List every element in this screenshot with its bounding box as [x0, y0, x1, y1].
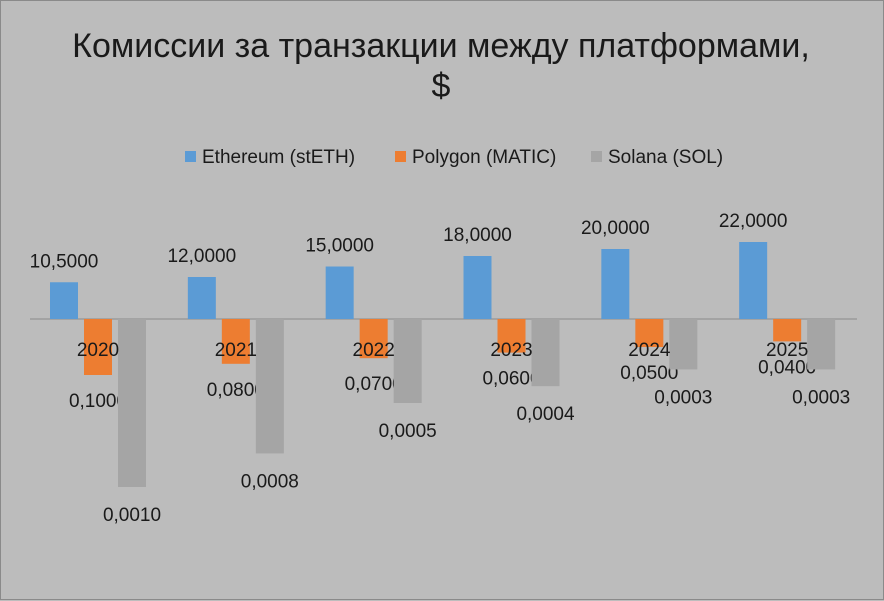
chart-title-line1: Комиссии за транзакции между платформами…: [72, 27, 810, 65]
data-label-1-2021: 0,0800: [207, 380, 265, 401]
bar-2-2020: [118, 319, 146, 487]
bar-1-2020: [84, 319, 112, 375]
plot-area: 10,5000 0,1000 0,0010 2020 12,0000 0,0800 0,00…: [30, 211, 857, 526]
legend-swatch-2: [591, 151, 602, 162]
legend: Ethereum (stETH) Polygon (MATIC) Solana (S…: [185, 147, 723, 168]
data-label-2-2020: 0,0010: [103, 505, 161, 526]
chart-title-line2: $: [432, 67, 451, 105]
data-label-0-2025: 22,0000: [719, 211, 788, 232]
data-label-1-2022: 0,0700: [345, 374, 403, 395]
data-label-2-2024: 0,0003: [654, 387, 712, 408]
bar-0-2021: [187, 277, 216, 319]
bar-1-2022: [359, 319, 388, 359]
legend-label-2: Solana (SOL): [608, 147, 723, 168]
data-label-2-2025: 0,0003: [792, 387, 850, 408]
bar-0-2023: [463, 256, 492, 319]
category-label-2025: 2025: [766, 340, 808, 361]
bar-0-2024: [601, 249, 630, 319]
data-label-2-2023: 0,0004: [516, 404, 575, 425]
bar-0-2025: [739, 242, 768, 319]
bar-2-2025: [807, 319, 836, 370]
bar-2-2023: [531, 319, 560, 387]
data-label-1-2025: 0,0400: [758, 357, 816, 378]
data-label-1-2020: 0,1000: [69, 391, 127, 412]
data-label-0-2023: 18,0000: [443, 225, 512, 246]
bar-2-2022: [393, 319, 422, 403]
data-label-0-2021: 12,0000: [167, 246, 236, 267]
data-label-2-2021: 0,0008: [241, 471, 299, 492]
bar-2-2021: [255, 319, 284, 454]
bar-1-2024: [635, 319, 664, 347]
bar-0-2022: [325, 266, 354, 319]
data-label-0-2024: 20,0000: [581, 218, 650, 239]
category-label-2021: 2021: [215, 340, 257, 361]
legend-swatch-1: [395, 151, 406, 162]
legend-swatch-0: [185, 151, 196, 162]
legend-label-1: Polygon (MATIC): [412, 147, 556, 168]
data-label-0-2020: 10,5000: [30, 251, 99, 272]
category-label-2022: 2022: [353, 340, 395, 361]
bar-0-2020: [50, 282, 78, 319]
bar-1-2021: [221, 319, 250, 364]
data-label-2-2022: 0,0005: [379, 421, 437, 442]
legend-label-0: Ethereum (stETH): [202, 147, 355, 168]
bar-1-2023: [497, 319, 526, 353]
data-label-1-2023: 0,0600: [482, 369, 540, 390]
data-label-0-2022: 15,0000: [305, 236, 374, 257]
category-label-2024: 2024: [628, 340, 671, 361]
data-label-1-2024: 0,0500: [620, 363, 678, 384]
category-label-2023: 2023: [490, 340, 532, 361]
category-label-2020: 2020: [77, 340, 119, 361]
bar-1-2025: [773, 319, 802, 342]
bar-2-2024: [669, 319, 698, 370]
